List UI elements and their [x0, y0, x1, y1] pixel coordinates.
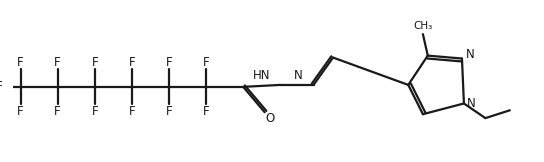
- Text: CH₃: CH₃: [413, 21, 432, 31]
- Text: F: F: [0, 80, 2, 93]
- Text: F: F: [54, 105, 61, 118]
- Text: F: F: [166, 105, 172, 118]
- Text: N: N: [467, 97, 476, 110]
- Text: F: F: [203, 56, 209, 69]
- Text: F: F: [17, 105, 24, 118]
- Text: F: F: [17, 56, 24, 69]
- Text: HN: HN: [253, 69, 270, 82]
- Text: N: N: [294, 69, 302, 82]
- Text: F: F: [91, 105, 98, 118]
- Text: F: F: [128, 56, 135, 69]
- Text: F: F: [203, 105, 209, 118]
- Text: F: F: [54, 56, 61, 69]
- Text: O: O: [265, 112, 274, 125]
- Text: F: F: [128, 105, 135, 118]
- Text: N: N: [466, 48, 474, 61]
- Text: F: F: [91, 56, 98, 69]
- Text: F: F: [166, 56, 172, 69]
